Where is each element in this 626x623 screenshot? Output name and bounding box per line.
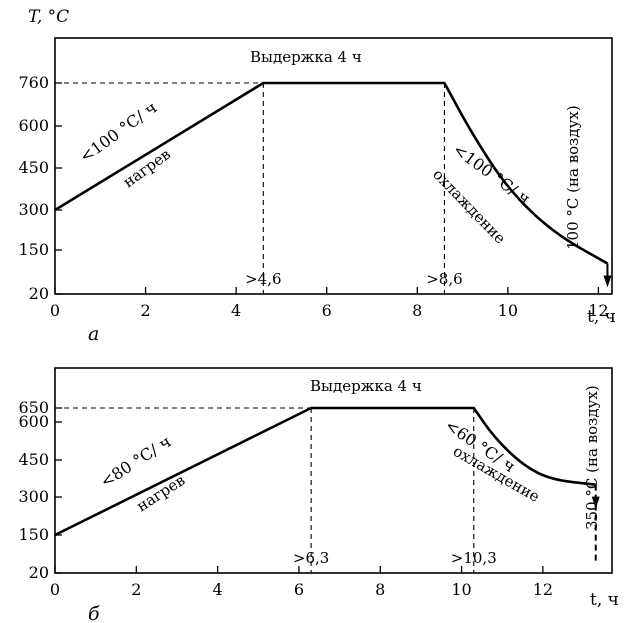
temperature-curve-a <box>54 81 609 265</box>
x-tick-label-a: 6 <box>322 301 332 320</box>
x-tick-label-a: 2 <box>140 301 150 320</box>
x-tick-label-b: 12 <box>533 580 553 599</box>
time-marker-label-a: >8,6 <box>426 270 462 288</box>
heat-label-a: нагрев <box>120 145 174 191</box>
end-drop-arrow-b <box>591 484 600 563</box>
x-tick-label-a: 4 <box>231 301 241 320</box>
end-drop-arrow-a <box>603 263 612 288</box>
x-tick-label-b: 8 <box>375 580 385 599</box>
x-tick-label-b: 0 <box>50 580 60 599</box>
y-tick-label-b: 150 <box>18 525 49 544</box>
plot-frame-b <box>54 367 613 574</box>
panel-label-a: а <box>88 323 99 345</box>
x-tick-label-b: 2 <box>131 580 141 599</box>
y-tick-label-a: 300 <box>18 200 49 219</box>
y-tick-label-a: 600 <box>18 116 49 135</box>
end-label-a: 100 °С (на воздух) <box>564 105 582 250</box>
guide-lines-b: >6,3 >10,3 <box>55 407 497 573</box>
panel-label-b: б <box>88 603 100 623</box>
hold-label-a: Выдержка 4 ч <box>250 48 362 66</box>
x-tick-label-a: 0 <box>50 301 60 320</box>
x-tick-label-b: 4 <box>213 580 223 599</box>
panel-a: T, °C 0 2 4 6 8 10 12 20 150 300 450 600 760 >4,6 >8,… <box>18 7 615 345</box>
y-tick-label-b: 20 <box>29 563 49 582</box>
x-axis-label-b: t, ч <box>590 590 619 610</box>
y-tick-label-a: 150 <box>18 240 49 259</box>
x-tick-label-a: 10 <box>498 301 518 320</box>
x-axis-label-a: t, ч <box>587 307 616 327</box>
guide-lines-a: >4,6 >8,6 <box>55 82 463 294</box>
time-marker-label-b: >10,3 <box>451 549 497 567</box>
y-tick-label-b: 450 <box>18 450 49 469</box>
y-axis-label-a: T, °C <box>28 7 69 27</box>
time-marker-label-a: >4,6 <box>245 270 281 288</box>
temperature-curve-b <box>54 406 596 537</box>
end-label-b: 350 °С (на воздух) <box>583 385 601 530</box>
x-tick-label-b: 6 <box>294 580 304 599</box>
y-tick-label-b: 600 <box>18 412 49 431</box>
axis-ticks-a: 0 2 4 6 8 10 12 20 150 300 450 600 760 <box>18 73 608 320</box>
end-drop-arrowhead-b <box>591 496 600 509</box>
plot-frame-a <box>54 37 613 295</box>
time-marker-label-b: >6,3 <box>293 549 329 567</box>
hold-label-b: Выдержка 4 ч <box>310 377 422 395</box>
x-tick-label-a: 8 <box>412 301 422 320</box>
y-tick-label-a: 760 <box>18 73 49 92</box>
y-tick-label-a: 450 <box>18 158 49 177</box>
x-tick-label-a: 12 <box>588 301 608 320</box>
y-tick-label-b: 300 <box>18 487 49 506</box>
x-tick-label-b: 10 <box>451 580 471 599</box>
y-tick-label-a: 20 <box>29 284 49 303</box>
end-drop-arrowhead-a <box>603 275 612 288</box>
y-tick-label-b: 650 <box>18 398 49 417</box>
